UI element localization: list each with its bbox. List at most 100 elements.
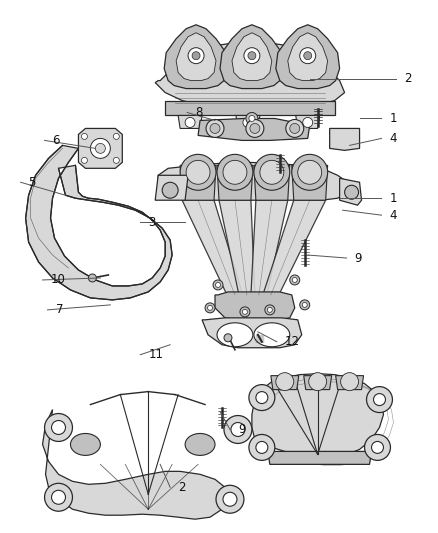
Ellipse shape: [71, 433, 100, 455]
Polygon shape: [198, 118, 310, 140]
Circle shape: [180, 155, 216, 190]
Circle shape: [186, 160, 210, 184]
Circle shape: [240, 307, 250, 317]
Text: 1: 1: [389, 192, 397, 205]
Circle shape: [290, 275, 300, 285]
Circle shape: [223, 492, 237, 506]
Circle shape: [188, 47, 204, 63]
Circle shape: [249, 385, 275, 410]
Circle shape: [341, 373, 359, 391]
Circle shape: [223, 160, 247, 184]
Circle shape: [309, 373, 327, 391]
Ellipse shape: [217, 323, 253, 347]
Circle shape: [371, 441, 384, 454]
Polygon shape: [220, 25, 284, 88]
Circle shape: [300, 47, 316, 63]
Polygon shape: [217, 165, 253, 200]
Circle shape: [205, 303, 215, 313]
Circle shape: [215, 282, 220, 287]
Polygon shape: [165, 101, 335, 116]
Polygon shape: [215, 292, 295, 320]
Ellipse shape: [185, 433, 215, 455]
Circle shape: [249, 116, 255, 122]
Circle shape: [52, 421, 66, 434]
Text: 3: 3: [148, 216, 155, 229]
Text: 7: 7: [56, 303, 63, 317]
Text: 10: 10: [50, 273, 65, 286]
Circle shape: [185, 117, 195, 127]
Text: 6: 6: [53, 134, 60, 147]
Polygon shape: [180, 165, 216, 200]
Circle shape: [290, 124, 300, 133]
Polygon shape: [271, 376, 299, 390]
Polygon shape: [252, 374, 384, 457]
Circle shape: [210, 124, 220, 133]
Text: 1: 1: [389, 112, 397, 125]
Polygon shape: [158, 163, 348, 200]
Circle shape: [95, 143, 106, 154]
Text: 11: 11: [148, 348, 163, 361]
Text: 4: 4: [389, 208, 397, 222]
Circle shape: [250, 124, 260, 133]
Text: 9: 9: [238, 423, 245, 436]
Circle shape: [192, 52, 200, 60]
Polygon shape: [164, 25, 228, 88]
Circle shape: [208, 305, 212, 310]
Circle shape: [246, 119, 264, 138]
Polygon shape: [232, 33, 272, 80]
Circle shape: [45, 483, 72, 511]
Ellipse shape: [254, 323, 290, 347]
Polygon shape: [202, 318, 302, 348]
Circle shape: [243, 117, 253, 127]
Text: 2: 2: [404, 72, 412, 85]
Circle shape: [45, 414, 72, 441]
Polygon shape: [25, 146, 172, 300]
Circle shape: [249, 434, 275, 461]
Polygon shape: [292, 165, 328, 200]
Circle shape: [302, 302, 307, 308]
Polygon shape: [182, 200, 243, 295]
Circle shape: [231, 423, 245, 437]
Circle shape: [256, 441, 268, 454]
Circle shape: [246, 112, 258, 124]
Circle shape: [303, 117, 313, 127]
Circle shape: [213, 280, 223, 290]
Text: 2: 2: [178, 481, 186, 494]
Circle shape: [304, 52, 312, 60]
Polygon shape: [42, 409, 228, 519]
Circle shape: [224, 416, 252, 443]
Circle shape: [242, 309, 247, 314]
Circle shape: [88, 274, 96, 282]
Polygon shape: [304, 376, 332, 390]
Circle shape: [248, 52, 256, 60]
Polygon shape: [78, 128, 122, 168]
Circle shape: [265, 305, 275, 315]
Circle shape: [162, 182, 178, 198]
Circle shape: [276, 373, 294, 391]
Polygon shape: [254, 165, 290, 200]
Circle shape: [367, 386, 392, 413]
Circle shape: [267, 308, 272, 312]
Circle shape: [81, 157, 88, 163]
Polygon shape: [219, 200, 255, 295]
Polygon shape: [263, 200, 326, 295]
Polygon shape: [236, 116, 260, 128]
Polygon shape: [155, 41, 345, 109]
Circle shape: [244, 47, 260, 63]
Circle shape: [374, 393, 385, 406]
Polygon shape: [178, 116, 202, 128]
Polygon shape: [339, 178, 361, 205]
Circle shape: [224, 334, 232, 342]
Circle shape: [364, 434, 390, 461]
Circle shape: [90, 139, 110, 158]
Polygon shape: [288, 33, 328, 80]
Polygon shape: [268, 451, 371, 464]
Circle shape: [298, 160, 321, 184]
Circle shape: [286, 119, 304, 138]
Circle shape: [113, 157, 119, 163]
Circle shape: [292, 278, 297, 282]
Circle shape: [256, 392, 268, 403]
Circle shape: [345, 185, 359, 199]
Circle shape: [292, 155, 328, 190]
Circle shape: [52, 490, 66, 504]
